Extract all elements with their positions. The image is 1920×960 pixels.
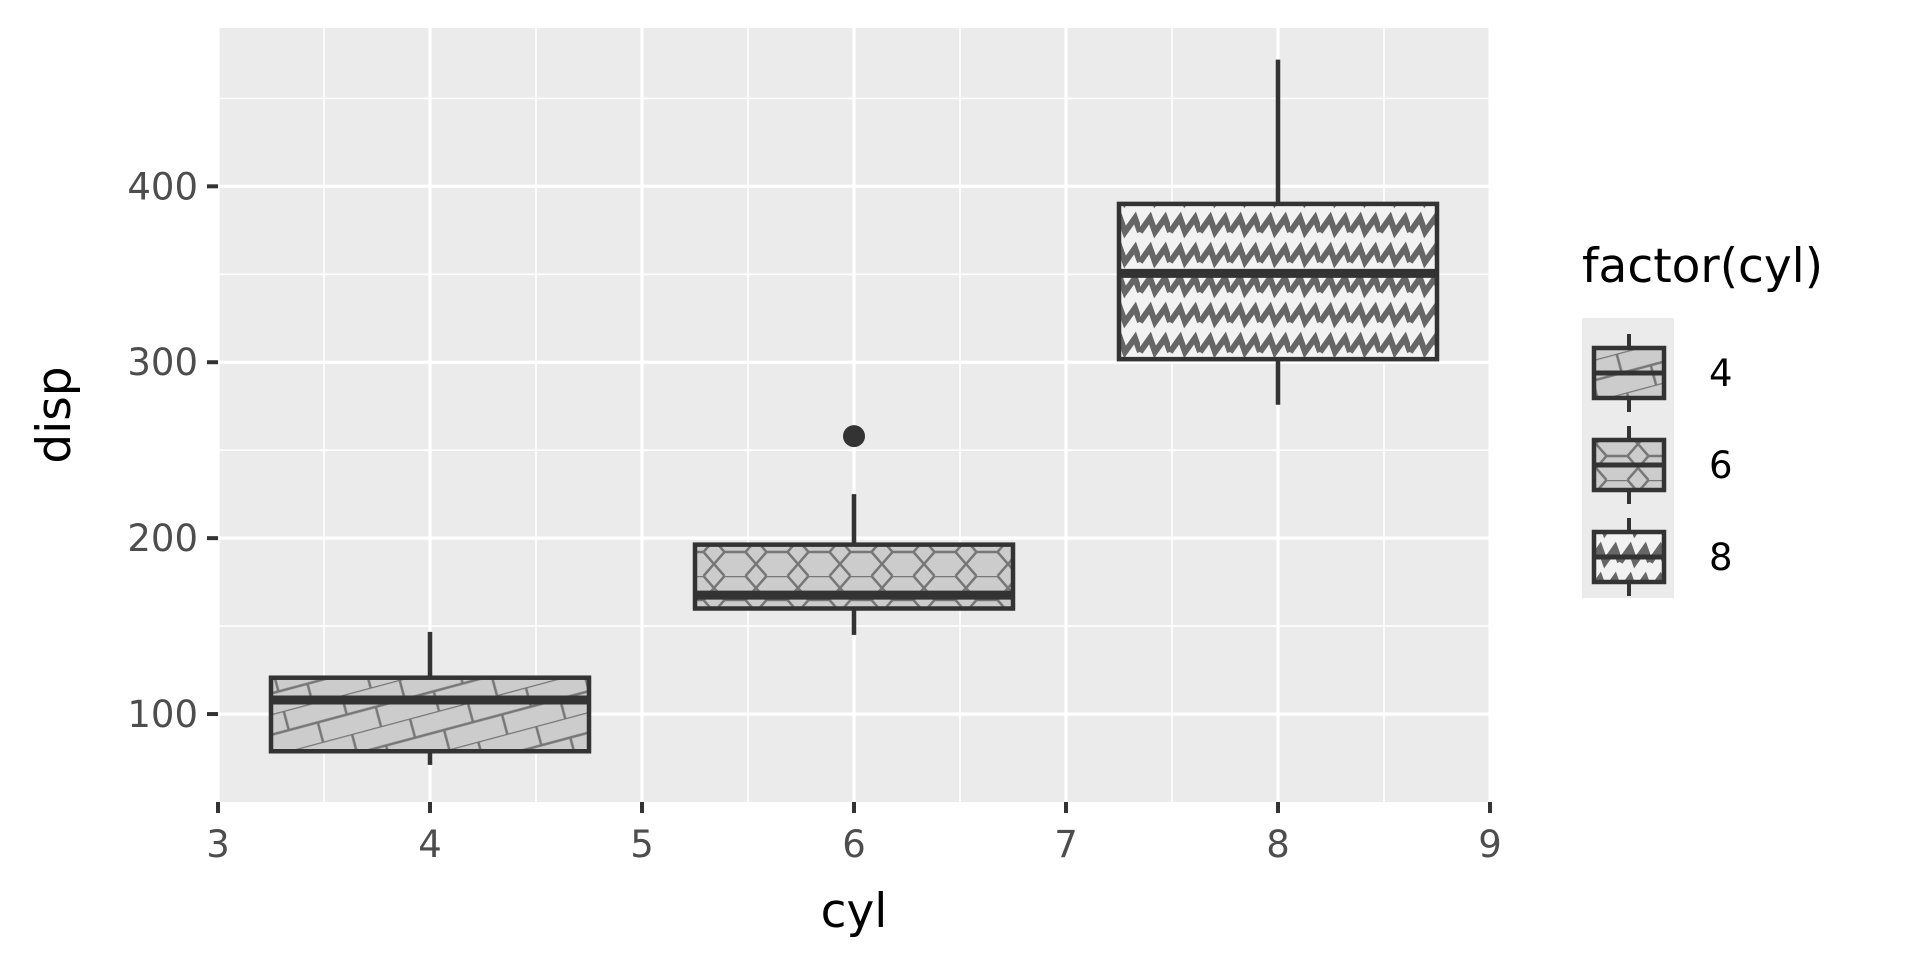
axis-ticks — [207, 184, 1492, 813]
box-group-4 — [268, 631, 592, 765]
x-tick-label: 5 — [630, 823, 654, 866]
x-tick-label: 7 — [1054, 823, 1078, 866]
y-axis-title: disp — [27, 366, 82, 463]
box-group-8 — [1116, 59, 1440, 405]
x-axis-title: cyl — [821, 884, 888, 939]
legend-entry-6: 6 — [1591, 426, 1733, 504]
box-iqr — [1116, 201, 1440, 362]
legend: factor(cyl) 4 6 8 — [1582, 239, 1823, 598]
y-axis-tick-labels: 100 200 300 400 — [127, 165, 198, 736]
legend-keys: 4 6 8 — [1591, 334, 1733, 596]
y-tick-label: 400 — [127, 165, 198, 208]
y-tick-label: 300 — [127, 341, 198, 384]
legend-label: 6 — [1709, 444, 1733, 487]
x-tick-label: 3 — [206, 823, 230, 866]
legend-entry-8: 8 — [1591, 518, 1733, 596]
x-tick-label: 6 — [842, 823, 866, 866]
x-tick-label: 9 — [1478, 823, 1502, 866]
y-tick-label: 100 — [127, 693, 198, 736]
outlier-point — [843, 425, 865, 448]
legend-label: 4 — [1709, 352, 1733, 395]
legend-entry-4: 4 — [1591, 334, 1733, 412]
boxplot-series — [268, 59, 1440, 765]
x-tick-label: 4 — [418, 823, 442, 866]
legend-title: factor(cyl) — [1582, 239, 1823, 294]
box-group-6 — [692, 425, 1016, 635]
x-tick-label: 8 — [1266, 823, 1290, 866]
x-axis-tick-labels: 3 4 5 6 7 8 9 — [206, 823, 1502, 866]
y-tick-label: 200 — [127, 517, 198, 560]
legend-label: 8 — [1709, 536, 1733, 579]
box-iqr — [268, 675, 592, 754]
